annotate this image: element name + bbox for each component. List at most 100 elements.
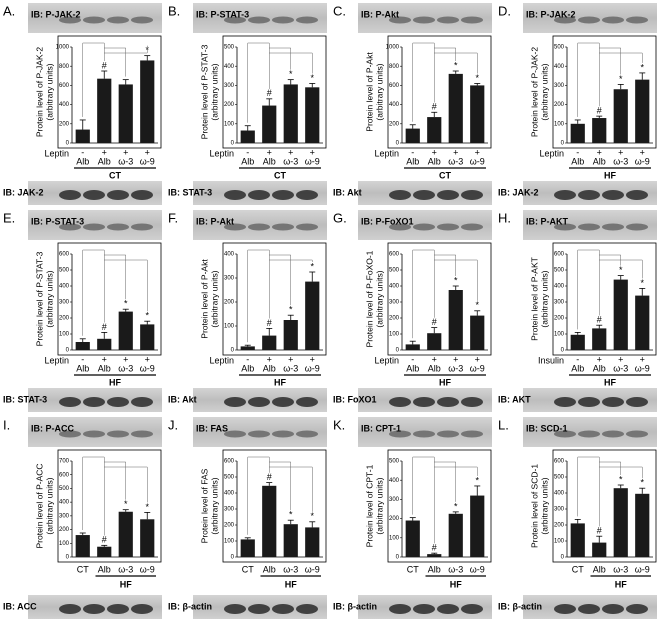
y-axis-label: Protein level of FAS [199,468,209,543]
y-tick-label: 200 [224,300,235,306]
bar [427,117,442,143]
bar [613,89,628,143]
treatment-sign: + [597,354,602,364]
blot-band [437,397,459,407]
y-tick-label: 100 [224,539,235,545]
blot-band [554,16,576,24]
treatment-label: Leptin [209,355,234,365]
y-tick-label: 300 [554,300,565,306]
blot-label: IB: JAK-2 [498,187,539,197]
blot-band [296,190,318,200]
treatment-sign: + [597,147,602,157]
x-tick-label: ω-9 [635,564,650,574]
blot-band [248,16,270,24]
blot-band [59,223,81,231]
blot-band [578,604,600,614]
y-tick-label: 0 [561,348,565,354]
x-tick-label: ω-3 [118,156,133,166]
bar [118,84,133,143]
y-axis-label: Protein level of P-Akt [199,259,209,339]
blot-band [131,397,153,407]
blot-band [272,190,294,200]
treatment-sign: + [102,147,107,157]
y-tick-label: 0 [231,555,235,561]
blot-label: IB: P-STAT-3 [196,9,249,19]
significance-mark: # [432,102,437,112]
group-label: CT [274,170,286,180]
treatment-sign: + [640,147,645,157]
blot-label: IB: STAT-3 [3,394,47,404]
blot-band [413,604,435,614]
y-tick-label: 1000 [386,45,400,51]
x-tick-label: ω-9 [470,363,485,373]
treatment-sign: + [453,354,458,364]
panel-letter: F. [168,210,178,225]
comparison-bracket [269,47,291,89]
blot-band [59,190,81,200]
bar [305,87,320,143]
y-tick-label: 500 [224,45,235,51]
blot-band [83,604,105,614]
blot-band [578,397,600,407]
group-label: CT [109,170,121,180]
y-tick-label: 0 [66,348,70,354]
significance-mark: # [432,317,437,327]
blot-band [131,430,153,438]
y-tick-label: 600 [389,83,400,89]
group-label: HF [604,377,616,387]
plot-frame [222,242,327,356]
bar [118,311,133,350]
blot-band [602,223,624,231]
bar [635,79,650,143]
blot-band [107,16,129,24]
significance-mark: * [124,299,128,309]
x-tick-label: Alb [571,156,584,166]
blot-label: IB: STAT-3 [168,187,212,197]
y-tick-label: 100 [554,121,565,127]
y-tick-label: 0 [231,348,235,354]
plot-frame [387,242,492,356]
blot-band [224,190,246,200]
group-label: HF [109,377,121,387]
blot-band [602,190,624,200]
blot-label: IB: P-FoXO1 [361,216,414,226]
blot-label: IB: β-actin [498,601,542,611]
blot-band [296,16,318,24]
blot-band [389,604,411,614]
y-axis-unit: (arbitrary units) [44,477,54,534]
y-tick-label: 500 [554,268,565,274]
blot-band [602,604,624,614]
significance-mark: * [124,499,128,509]
y-tick-label: 100 [554,539,565,545]
bar [427,333,442,350]
significance-mark: # [102,60,107,70]
group-label: HF [604,170,616,180]
significance-mark: * [289,305,293,315]
blot-band [272,223,294,231]
comparison-bracket [104,47,126,77]
plot-frame [57,35,162,149]
treatment-sign: + [432,147,437,157]
treatment-label: Insulin [538,355,564,365]
treatment-sign: + [640,354,645,364]
x-tick-label: Alb [263,156,276,166]
x-tick-label: ω-3 [283,363,298,373]
blot-band [131,16,153,24]
comparison-bracket [269,466,313,512]
bar [140,60,155,143]
blot-band [602,397,624,407]
x-tick-label: Alb [593,156,606,166]
significance-mark: * [310,261,314,271]
y-tick-label: 400 [224,64,235,70]
x-tick-label: Alb [406,363,419,373]
bar [75,535,90,557]
blot-band [554,604,576,614]
treatment-sign: + [145,354,150,364]
y-tick-label: 200 [224,523,235,529]
x-tick-label: ω-9 [140,363,155,373]
blot-band [626,397,648,407]
treatment-sign: + [288,354,293,364]
comparison-bracket [599,52,643,107]
y-tick-label: 300 [224,276,235,282]
